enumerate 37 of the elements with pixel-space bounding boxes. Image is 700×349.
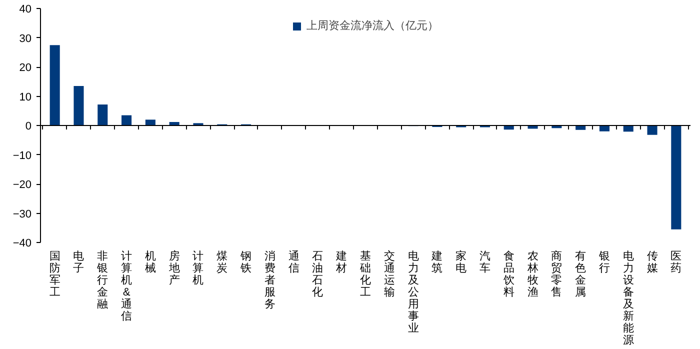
x-tick-label: 交通运输: [384, 250, 395, 298]
y-tick-label: 30: [19, 32, 32, 45]
x-tick-label: 家电: [456, 250, 467, 274]
legend-label: 上周资金流净流入（亿元）: [306, 18, 438, 33]
x-tick-label: 机械: [144, 250, 156, 274]
y-tick-label: 40: [19, 4, 32, 16]
x-tick-label: 农林牧渔: [526, 250, 538, 298]
x-tick-label: 建筑: [430, 250, 443, 274]
x-tick-label: 汽车: [479, 250, 490, 274]
x-tick-label: 通信: [288, 250, 300, 274]
y-tick-label: −40: [12, 238, 32, 250]
x-tick-label: 电子: [73, 250, 84, 274]
x-tick-label: 钢铁: [240, 250, 252, 274]
y-tick-label: −10: [12, 150, 32, 162]
x-tick-label: 非银行金融: [96, 250, 108, 310]
x-tick-label: 计算机&通信: [121, 250, 132, 322]
x-tick-label: 国防军工: [49, 250, 60, 298]
x-tick-label: 计算机: [192, 250, 204, 286]
x-tick-label: 建材: [335, 250, 348, 274]
y-tick-label: −20: [12, 179, 32, 191]
x-tick-label: 电力及公用事业: [408, 250, 419, 334]
y-tick-label: −30: [12, 208, 32, 220]
x-tick-label: 基础化工: [359, 250, 371, 298]
x-tick-label: 有色金属: [575, 250, 586, 298]
x-tick-label: 房地产: [168, 250, 180, 286]
y-tick-label: 10: [19, 91, 32, 104]
y-tick-label: 0: [25, 120, 32, 132]
x-tick-label: 银行: [598, 250, 610, 274]
x-tick-label: 传媒: [646, 250, 658, 274]
x-tick-label: 石油石化: [312, 250, 324, 298]
y-tick-label: 20: [19, 62, 32, 74]
x-tick-label: 消费者服务: [264, 250, 276, 310]
x-tick-label: 煤炭: [216, 250, 228, 274]
x-tick-label: 商贸零售: [551, 250, 562, 298]
x-tick-label: 电力设备及新能源: [622, 250, 634, 346]
x-tick-label: 食品饮料: [502, 250, 514, 298]
x-tick-label: 医药: [670, 250, 682, 274]
